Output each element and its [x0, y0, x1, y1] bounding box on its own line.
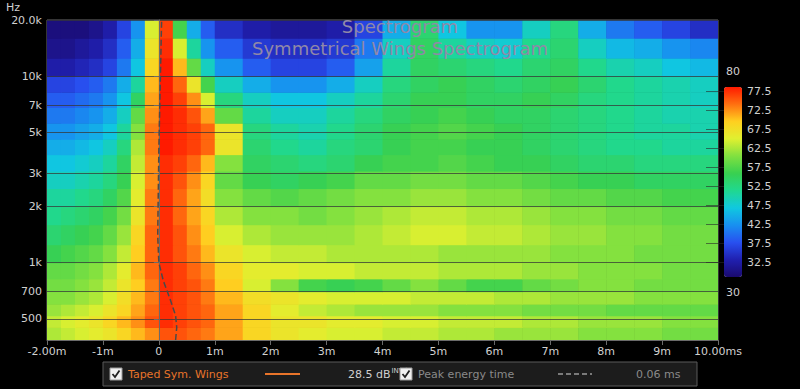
svg-text:7m: 7m — [541, 345, 559, 358]
svg-text:10.00ms: 10.00ms — [694, 345, 742, 358]
svg-text:9m: 9m — [653, 345, 671, 358]
svg-text:2k: 2k — [29, 200, 43, 213]
svg-text:-2.00m: -2.00m — [27, 345, 66, 358]
svg-text:-1m: -1m — [92, 345, 114, 358]
svg-text:7k: 7k — [29, 99, 43, 112]
svg-text:6m: 6m — [485, 345, 503, 358]
svg-text:30: 30 — [726, 286, 740, 299]
svg-text:0.06 ms: 0.06 ms — [636, 368, 681, 381]
svg-text:52.5: 52.5 — [747, 180, 772, 193]
svg-text:28.5 dB: 28.5 dB — [348, 368, 391, 381]
svg-text:77.5: 77.5 — [747, 85, 772, 98]
svg-text:2m: 2m — [262, 345, 280, 358]
svg-text:8m: 8m — [597, 345, 615, 358]
svg-text:Spectrogram: Spectrogram — [342, 16, 458, 37]
svg-text:42.5: 42.5 — [747, 218, 772, 231]
svg-text:72.5: 72.5 — [747, 104, 772, 117]
svg-text:700: 700 — [21, 285, 42, 298]
svg-text:Hz: Hz — [6, 1, 20, 14]
svg-text:62.5: 62.5 — [747, 142, 772, 155]
svg-text:5k: 5k — [29, 126, 43, 139]
svg-text:10k: 10k — [22, 70, 43, 83]
svg-text:500: 500 — [21, 312, 42, 325]
svg-text:47.5: 47.5 — [747, 199, 772, 212]
svg-text:3m: 3m — [318, 345, 336, 358]
svg-text:3k: 3k — [29, 167, 43, 180]
svg-text:1k: 1k — [29, 256, 43, 269]
svg-text:Peak energy time: Peak energy time — [418, 368, 515, 381]
svg-text:0: 0 — [155, 345, 162, 358]
svg-text:37.5: 37.5 — [747, 237, 772, 250]
svg-text:32.5: 32.5 — [747, 256, 772, 269]
svg-text:Symmetrical Wings Spectrogram: Symmetrical Wings Spectrogram — [252, 38, 548, 59]
svg-text:57.5: 57.5 — [747, 161, 772, 174]
svg-text:5m: 5m — [430, 345, 448, 358]
svg-text:Taped Sym. Wings: Taped Sym. Wings — [127, 368, 229, 381]
svg-text:1m: 1m — [206, 345, 224, 358]
svg-text:67.5: 67.5 — [747, 123, 772, 136]
svg-text:4m: 4m — [374, 345, 392, 358]
svg-text:80: 80 — [726, 65, 740, 78]
svg-text:20.0k: 20.0k — [11, 14, 42, 27]
